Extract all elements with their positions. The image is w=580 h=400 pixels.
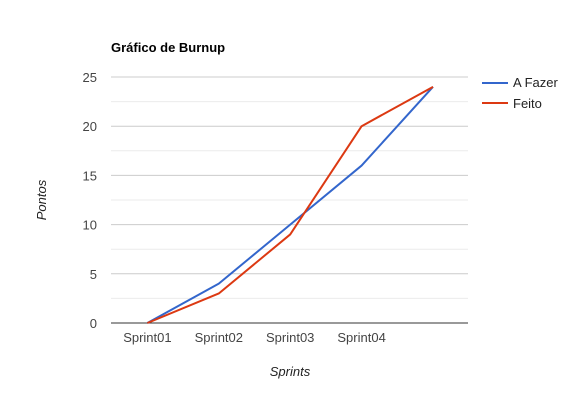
x-axis-title: Sprints (270, 364, 311, 379)
legend-item-feito: Feito (482, 96, 542, 111)
x-tick-label: Sprint02 (195, 330, 243, 345)
tick-layer: 0 5 10 15 20 25 Sprint01 Sprint02 Sprint03 Sprint… (83, 70, 386, 345)
legend-label-feito: Feito (513, 96, 542, 111)
y-tick-label: 15 (83, 168, 97, 183)
y-tick-label: 0 (90, 316, 97, 331)
x-tick-label: Sprint04 (337, 330, 385, 345)
series-line-a-fazer (146, 86, 434, 324)
legend-item-a-fazer: A Fazer (482, 75, 558, 90)
chart-title: Gráfico de Burnup (111, 40, 225, 55)
y-tick-label: 25 (83, 70, 97, 85)
grid-layer (111, 76, 468, 324)
x-tick-label: Sprint01 (123, 330, 171, 345)
legend-label-a-fazer: A Fazer (513, 75, 558, 90)
y-tick-label: 5 (90, 267, 97, 282)
y-axis-title: Pontos (34, 179, 49, 220)
x-tick-label: Sprint03 (266, 330, 314, 345)
series-layer (146, 85, 434, 324)
y-tick-label: 20 (83, 119, 97, 134)
y-tick-label: 10 (83, 218, 97, 233)
legend: A Fazer Feito (482, 75, 558, 111)
series-line-feito (147, 85, 434, 324)
